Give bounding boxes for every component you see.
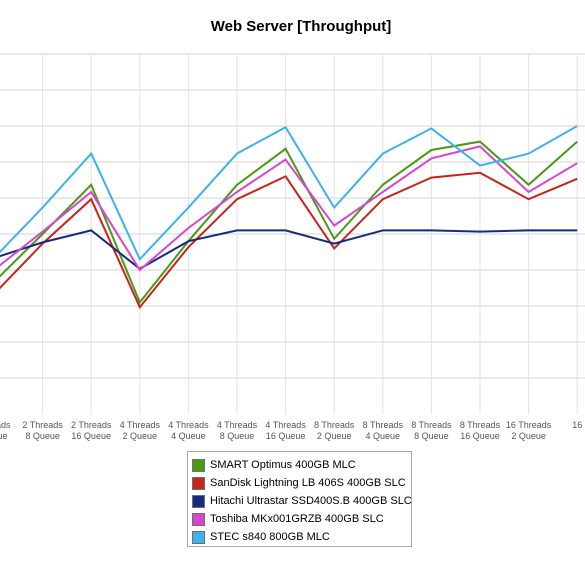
legend-label: Hitachi Ultrastar SSD400S.B 400GB SLC xyxy=(210,495,412,507)
legend: SMART Optimus 400GB MLC SanDisk Lightning… xyxy=(187,451,412,547)
x-tick-label: 16 Queue xyxy=(71,431,111,441)
legend-item: Toshiba MKx001GRZB 400GB SLC xyxy=(192,510,411,528)
legend-swatch xyxy=(192,512,205,526)
x-tick-label: 8 Threads xyxy=(363,420,404,430)
grid-lines xyxy=(0,53,585,414)
x-tick-label: 16 Threads xyxy=(506,420,552,430)
legend-swatch xyxy=(192,494,205,508)
legend-swatch xyxy=(192,530,205,544)
x-tick-label: 4 Queue xyxy=(366,431,401,441)
x-tick-label: 2 Queue xyxy=(123,431,158,441)
x-tick-label: 2 Queue xyxy=(317,431,352,441)
legend-label: Toshiba MKx001GRZB 400GB SLC xyxy=(210,513,384,525)
x-tick-label: 8 Threads xyxy=(314,420,355,430)
x-tick-label: 2 Queue xyxy=(511,431,546,441)
legend-swatch xyxy=(192,476,205,490)
x-tick-label: Threads xyxy=(0,420,11,430)
x-tick-label: 4 Threads xyxy=(120,420,161,430)
x-tick-label: 8 Threads xyxy=(460,420,501,430)
x-tick-label: 16 xyxy=(572,420,582,430)
series-line xyxy=(0,229,578,271)
x-tick-label: 4 Threads xyxy=(168,420,209,430)
x-tick-label: 2 Threads xyxy=(71,420,112,430)
x-tick-label: 8 Queue xyxy=(414,431,449,441)
x-tick-label: 8 Queue xyxy=(25,431,60,441)
series-line xyxy=(0,140,578,305)
x-tick-label: 8 Queue xyxy=(220,431,255,441)
series-line xyxy=(0,145,578,272)
legend-label: SMART Optimus 400GB MLC xyxy=(210,459,356,471)
legend-item: STEC s840 800GB MLC xyxy=(192,528,411,546)
x-tick-label: 2 Threads xyxy=(22,420,63,430)
legend-label: SanDisk Lightning LB 406S 400GB SLC xyxy=(210,477,406,489)
chart-title: Web Server [Throughput] xyxy=(210,18,392,35)
x-tick-label: 8 Threads xyxy=(411,420,452,430)
legend-item: SanDisk Lightning LB 406S 400GB SLC xyxy=(192,474,411,492)
legend-item: Hitachi Ultrastar SSD400S.B 400GB SLC xyxy=(192,492,412,510)
legend-swatch xyxy=(192,458,205,472)
x-tick-label: 4 Threads xyxy=(217,420,258,430)
legend-label: STEC s840 800GB MLC xyxy=(210,531,330,543)
x-tick-label: Queue xyxy=(0,431,8,441)
x-tick-label: 4 Threads xyxy=(265,420,306,430)
legend-item: SMART Optimus 400GB MLC xyxy=(192,456,411,474)
x-tick-label: 16 Queue xyxy=(460,431,500,441)
x-tick-label: 4 Queue xyxy=(171,431,206,441)
series-lines xyxy=(0,125,578,310)
series-line xyxy=(0,171,578,310)
x-tick-label: 16 Queue xyxy=(266,431,306,441)
series-line xyxy=(0,125,578,261)
